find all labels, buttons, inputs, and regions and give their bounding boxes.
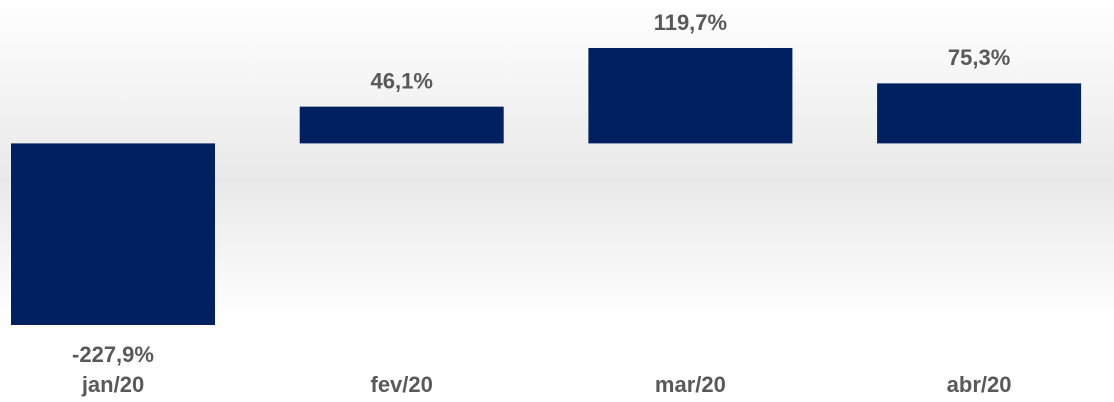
bar <box>877 83 1082 144</box>
bar <box>588 48 793 144</box>
value-label: 46,1% <box>371 68 433 93</box>
x-tick-label: fev/20 <box>371 372 433 397</box>
value-label: -227,9% <box>72 342 154 367</box>
x-tick-label: jan/20 <box>81 372 144 397</box>
x-tick-label: mar/20 <box>655 372 726 397</box>
value-label: 119,7% <box>654 10 727 35</box>
bar <box>11 143 215 325</box>
x-tick-label: abr/20 <box>947 372 1012 397</box>
bar <box>299 106 504 144</box>
value-label: 75,3% <box>948 45 1010 70</box>
